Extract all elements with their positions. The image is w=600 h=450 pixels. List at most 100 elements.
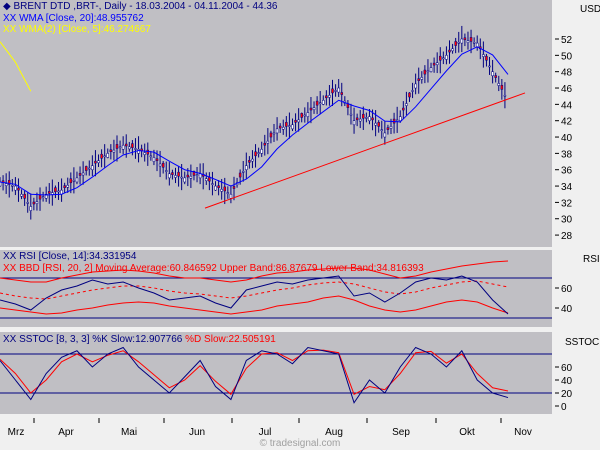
price-tick-label: 52: [561, 35, 573, 46]
bbd-legend: XX BBD [RSI, 20, 2] Moving Average:60.84…: [3, 263, 424, 274]
sstoc-legend: XX SSTOC [8, 3, 3] %K Slow:12.907766 %D …: [3, 334, 276, 345]
price-candle: [331, 88, 334, 94]
price-candle: [100, 153, 103, 159]
price-candle: [309, 107, 313, 111]
price-candle: [435, 62, 439, 65]
price-candle: [454, 41, 457, 46]
month-label: Sep: [392, 427, 410, 438]
price-candle: [426, 70, 430, 73]
price-candle: [463, 37, 467, 41]
price-candle: [377, 122, 380, 127]
rsi-axis-title: RSI: [583, 254, 600, 265]
price-candle: [180, 176, 183, 179]
sstoc-tick-label: 40: [561, 376, 573, 387]
price-candle: [131, 143, 134, 148]
price-candle: [63, 185, 66, 188]
price-candle: [155, 158, 159, 161]
price-candle: [152, 157, 156, 162]
price-candle: [398, 116, 402, 121]
price-candle: [232, 186, 236, 189]
price-candle: [171, 172, 174, 175]
price-candle: [291, 124, 294, 130]
watermark: © tradesignal.com: [260, 438, 341, 449]
price-candle: [389, 126, 393, 129]
price-tick-label: 28: [561, 231, 573, 242]
price-candle: [241, 171, 245, 173]
price-candle: [106, 153, 110, 158]
price-candle: [349, 113, 353, 116]
price-candle: [491, 71, 494, 77]
price-candle: [358, 118, 362, 122]
price-candle: [423, 69, 427, 75]
price-candle: [75, 177, 79, 183]
rsi-legend: XX RSI [Close, 14]:34.331954: [3, 251, 137, 262]
price-candle: [26, 202, 29, 204]
price-candle: [174, 175, 177, 178]
price-candle: [146, 149, 150, 155]
price-candle: [115, 144, 119, 149]
price-candle: [41, 196, 45, 198]
price-candle: [408, 92, 411, 98]
price-candle: [226, 192, 230, 194]
price-candle: [229, 193, 233, 199]
price-candle: [158, 163, 162, 167]
price-candle: [374, 122, 377, 126]
price-candle: [260, 149, 263, 154]
price-candle: [20, 193, 23, 197]
price-candle: [312, 107, 316, 110]
price-candle: [395, 119, 399, 122]
price-candle: [275, 128, 279, 134]
price-candle: [411, 90, 414, 92]
price-candle: [192, 171, 196, 176]
price-candle: [460, 38, 464, 44]
price-candle: [78, 173, 82, 176]
price-candle: [466, 40, 470, 43]
price-candle: [248, 160, 251, 163]
price-candle: [183, 177, 186, 183]
price-tick-label: 50: [561, 51, 573, 62]
wma20-legend: XX WMA [Close, 20]:48.955762: [3, 13, 144, 24]
price-tick-label: 38: [561, 149, 573, 160]
price-tick-label: 40: [561, 133, 573, 144]
price-candle: [503, 94, 507, 97]
month-label: Jul: [259, 427, 272, 438]
price-candle: [121, 144, 125, 150]
price-candle: [195, 174, 199, 176]
price-candle: [383, 132, 387, 138]
price-candle: [429, 67, 433, 72]
price-candle: [149, 155, 153, 158]
rsi-panel: [0, 250, 552, 327]
price-candle: [35, 201, 39, 204]
price-candle: [380, 129, 384, 131]
price-candle: [414, 83, 417, 89]
price-candle: [442, 57, 445, 60]
price-axis-title: USD: [580, 4, 600, 15]
price-candle: [214, 185, 217, 191]
price-candle: [81, 172, 85, 176]
price-candle: [325, 95, 328, 99]
price-candle: [318, 102, 322, 104]
price-panel: [0, 0, 552, 247]
price-candle: [457, 42, 460, 44]
sstoc-k-line: [0, 346, 509, 404]
chart-title: BRENT DTD ,BRT-, Daily - 18.03.2004 - 04…: [13, 1, 278, 12]
price-candle: [161, 162, 165, 168]
month-label: Okt: [459, 427, 475, 438]
price-candle: [386, 127, 390, 130]
price-candle: [272, 132, 276, 135]
price-candle: [91, 165, 94, 170]
price-candle: [340, 92, 343, 95]
price-candle: [285, 122, 288, 127]
month-label: Nov: [514, 427, 532, 438]
price-candle: [189, 176, 193, 179]
month-label: Mrz: [8, 427, 25, 438]
price-candle: [128, 146, 131, 150]
sstoc-tick-label: 20: [561, 389, 573, 400]
price-candle: [165, 170, 168, 172]
sstoc-tick-label: 0: [561, 402, 567, 413]
price-candle: [97, 160, 100, 164]
price-candle: [23, 193, 26, 199]
price-candle: [186, 174, 190, 178]
price-candle: [57, 190, 60, 193]
